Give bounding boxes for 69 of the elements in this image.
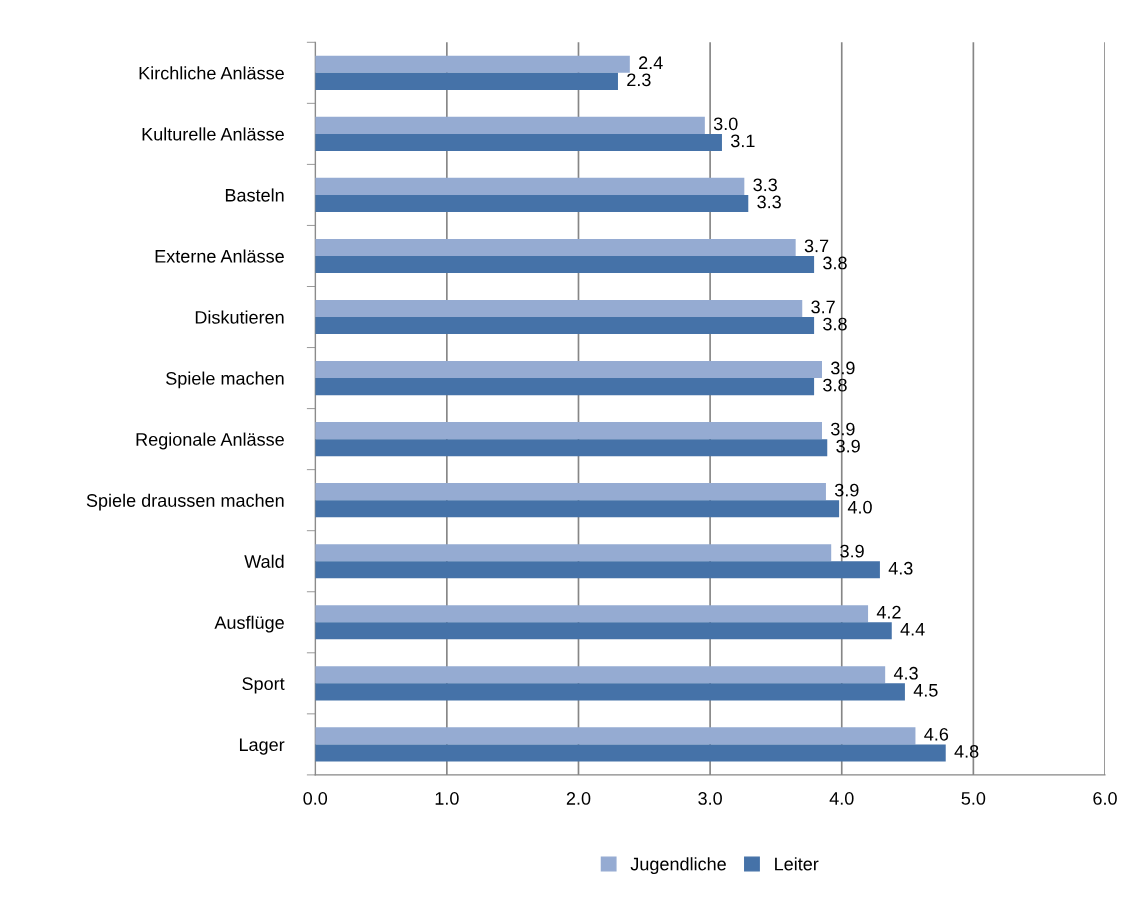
y-tick-label: Wald xyxy=(244,554,284,568)
bar xyxy=(315,133,722,151)
data-label: 3.3 xyxy=(753,178,777,192)
bar xyxy=(315,544,832,562)
data-label: 3.7 xyxy=(811,300,835,314)
y-tick-label: Lager xyxy=(239,738,285,755)
data-label: 3.0 xyxy=(713,117,738,131)
bar xyxy=(315,727,916,745)
bar xyxy=(315,55,630,73)
y-tick-label: Spiele draussen machen xyxy=(86,493,284,511)
data-label: 3.9 xyxy=(836,439,860,453)
bar xyxy=(315,317,815,335)
data-label: 4.3 xyxy=(888,561,913,575)
data-label: 4.8 xyxy=(954,744,979,758)
bar xyxy=(315,561,880,579)
data-label: 4.4 xyxy=(900,623,925,636)
bar xyxy=(315,177,745,195)
bar xyxy=(315,194,749,213)
bar xyxy=(315,605,869,623)
bar xyxy=(315,255,815,274)
x-tick-label: 1.0 xyxy=(435,792,459,805)
legend-label: Jugendliche xyxy=(630,857,726,875)
data-label: 3.9 xyxy=(831,361,855,375)
data-label: 3.7 xyxy=(804,239,829,253)
bar xyxy=(315,116,705,134)
data-label: 3.1 xyxy=(730,134,755,148)
y-tick-label: Basteln xyxy=(225,188,284,202)
bar xyxy=(315,299,803,318)
data-label: 4.5 xyxy=(913,684,938,697)
bar xyxy=(315,378,815,396)
y-tick-label: Sport xyxy=(242,677,285,694)
data-label: 3.9 xyxy=(834,483,859,497)
data-label: 4.6 xyxy=(924,727,949,741)
data-label: 4.0 xyxy=(847,500,872,514)
bar xyxy=(315,72,618,90)
y-tick-label: Kulturelle Anlässe xyxy=(142,127,284,141)
bar xyxy=(315,744,946,762)
x-tick-label: 5.0 xyxy=(961,792,986,805)
x-tick-label: 0.0 xyxy=(303,792,328,805)
x-tick-label: 4.0 xyxy=(829,792,854,805)
data-label: 2.3 xyxy=(627,73,651,87)
x-tick-label: 3.0 xyxy=(698,792,722,805)
legend-label: Leiter xyxy=(775,857,819,871)
y-tick-label: Spiele machen xyxy=(166,371,284,389)
data-label: 3.9 xyxy=(840,544,864,558)
bar xyxy=(315,238,796,256)
bar xyxy=(315,422,822,440)
bar xyxy=(315,439,828,457)
y-tick-label: Kirchliche Anlässe xyxy=(139,66,284,80)
x-tick-label: 6.0 xyxy=(1093,792,1117,805)
y-tick-label: Externe Anlässe xyxy=(155,249,284,263)
bar xyxy=(315,360,822,379)
bar xyxy=(315,500,840,518)
data-label: 3.8 xyxy=(823,378,847,392)
bar xyxy=(315,622,892,640)
bar xyxy=(315,666,886,684)
y-tick-label: Regionale Anlässe xyxy=(136,432,284,450)
bar xyxy=(315,683,905,701)
y-tick-label: Diskutieren xyxy=(195,310,284,324)
data-label: 4.3 xyxy=(893,666,918,680)
data-label: 4.2 xyxy=(876,605,901,619)
data-label: 2.4 xyxy=(639,56,663,69)
data-label: 3.8 xyxy=(823,256,847,270)
x-tick-label: 2.0 xyxy=(566,792,591,805)
bar xyxy=(315,483,826,501)
data-label: 3.9 xyxy=(831,422,855,436)
y-tick-label: Ausflüge xyxy=(214,615,284,633)
data-label: 3.8 xyxy=(823,317,847,331)
data-label: 3.3 xyxy=(757,195,781,209)
